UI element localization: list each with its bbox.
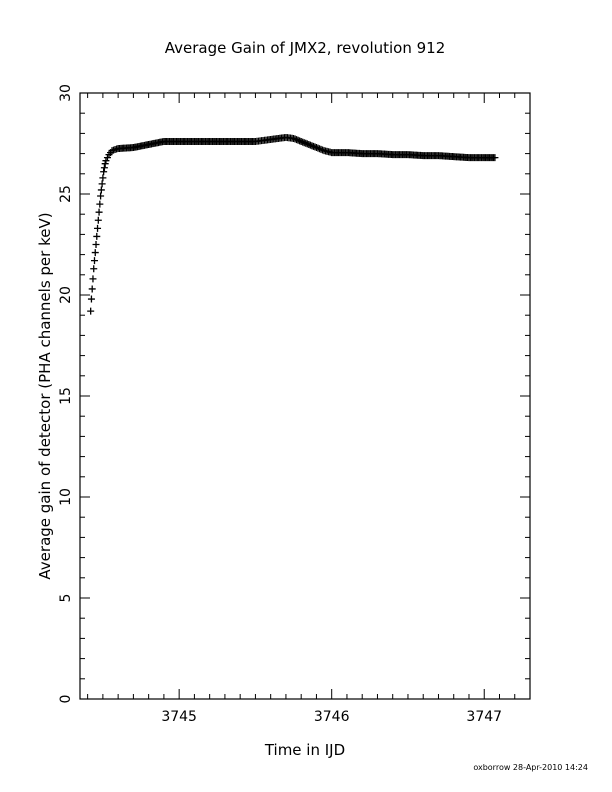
footer-credit: oxborrow 28-Apr-2010 14:24 — [473, 763, 588, 772]
y-tick-label: 20 — [58, 286, 74, 304]
data-point — [101, 160, 109, 168]
data-point — [98, 180, 106, 188]
data-point — [90, 265, 98, 273]
chart-title: Average Gain of JMX2, revolution 912 — [165, 39, 446, 57]
x-axis-ticks — [87, 93, 531, 699]
y-tick-label: 5 — [58, 594, 74, 603]
data-point — [89, 275, 97, 283]
data-point — [94, 224, 102, 232]
data-point — [87, 295, 95, 303]
y-tick-label: 10 — [58, 488, 74, 506]
y-tick-label: 15 — [58, 387, 74, 405]
data-point — [91, 249, 99, 257]
data-point — [100, 164, 108, 172]
data-point — [93, 232, 101, 240]
data-point — [95, 208, 103, 216]
data-series — [87, 133, 499, 315]
y-tick-label: 25 — [58, 185, 74, 203]
x-axis-label: Time in IJD — [264, 741, 345, 759]
data-point — [90, 257, 98, 265]
y-axis-label: Average gain of detector (PHA channels p… — [36, 212, 54, 579]
data-point — [99, 174, 107, 182]
x-axis-tick-labels: 3745 3746 3747 — [161, 709, 502, 725]
data-point — [94, 216, 102, 224]
data-point — [87, 307, 95, 315]
plot-frame — [79, 92, 531, 700]
x-tick-label: 3747 — [466, 709, 502, 725]
y-axis-ticks — [80, 92, 530, 700]
data-point — [96, 200, 104, 208]
data-point — [103, 154, 111, 162]
y-tick-label: 0 — [58, 695, 74, 704]
data-point — [102, 157, 110, 165]
x-tick-label: 3745 — [161, 709, 197, 725]
data-point — [491, 154, 499, 162]
data-point — [92, 241, 100, 248]
x-tick-label: 3746 — [314, 709, 350, 725]
y-axis-tick-labels: 0 5 10 15 20 25 30 — [58, 84, 74, 703]
data-point — [97, 186, 105, 194]
y-tick-label: 30 — [58, 84, 74, 102]
data-point — [88, 285, 96, 293]
data-point — [97, 192, 105, 200]
data-point — [100, 168, 108, 176]
